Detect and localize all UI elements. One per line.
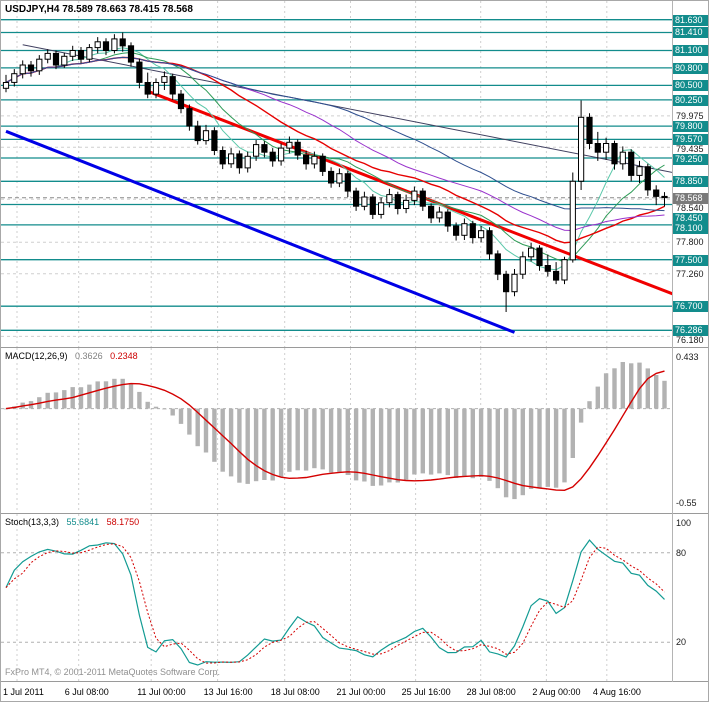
panel-resize-divider[interactable]: [1, 347, 708, 348]
time-axis-label: 11 Jul 00:00: [137, 687, 186, 697]
macd-indicator-canvas[interactable]: [1, 348, 672, 513]
time-axis-label: 13 Jul 16:00: [203, 687, 253, 697]
grid-lines: [1, 348, 672, 513]
time-axis-label: 1 Jul 2011: [3, 687, 44, 697]
price-level-label: 79.975: [676, 111, 704, 121]
current-price-label: 78.568: [673, 193, 708, 204]
macd-scale-top: 0.433: [676, 352, 699, 362]
price-level-label: 81.410: [673, 27, 708, 38]
stoch-indicator-canvas[interactable]: [1, 514, 672, 681]
ma-period-12: [5, 51, 665, 263]
grid-lines: [1, 514, 672, 681]
stoch-value-main: 55.6841: [66, 517, 100, 527]
macd-histogram: [3, 362, 667, 500]
price-level-label: 79.250: [673, 154, 708, 165]
price-level-label: 79.570: [673, 134, 708, 145]
upper-channel-trendline[interactable]: [22, 44, 672, 173]
moving-averages: [5, 47, 665, 271]
price-level-label: 78.450: [673, 213, 708, 224]
macd-signal-line: [5, 370, 665, 492]
stoch-indicator-label: Stoch(13,3,3) 55.6841 58.1750: [5, 517, 144, 527]
stoch-k-line: [5, 539, 665, 666]
stoch-value-signal: 58.1750: [106, 517, 140, 527]
price-chart-canvas[interactable]: [1, 1, 672, 347]
macd-value-signal: 0.2348: [110, 351, 138, 361]
price-level-label: 78.100: [673, 223, 708, 234]
ma-period-40: [5, 56, 665, 212]
time-axis-label: 2 Aug 00:00: [532, 687, 581, 697]
price-level-label: 76.286: [673, 325, 708, 336]
price-level-label: 81.630: [673, 15, 708, 26]
grid-lines: [1, 1, 672, 347]
macd-scale-bottom: -0.55: [676, 498, 697, 508]
time-axis: 1 Jul 2011 6 Jul 08:00 11 Jul 00:00 13 Jul …: [1, 687, 672, 701]
stoch-scale-20: 20: [676, 637, 687, 647]
price-levels: [1, 19, 672, 331]
price-level-label: 76.700: [673, 301, 708, 312]
stoch-name: Stoch(13,3,3): [5, 517, 60, 527]
stoch-scale-100: 100: [676, 518, 692, 528]
price-axis-separator: [672, 1, 673, 682]
macd-name: MACD(12,26,9): [5, 351, 68, 361]
price-level-label: 80.250: [673, 95, 708, 106]
panel-resize-divider[interactable]: [1, 513, 708, 514]
time-axis-divider: [1, 681, 708, 682]
resistance-trendline[interactable]: [147, 89, 672, 300]
price-level-label: 77.800: [676, 237, 704, 247]
chart-title: USDJPY,H4 78.589 78.663 78.415 78.568: [5, 4, 193, 15]
time-axis-label: 21 Jul 00:00: [336, 687, 386, 697]
price-level-label: 79.800: [673, 121, 708, 132]
time-axis-label: 18 Jul 08:00: [270, 687, 320, 697]
copyright-text: FxPro MT4, © 2001-2011 MetaQuotes Softwa…: [5, 667, 221, 677]
price-level-label: 77.500: [673, 255, 708, 266]
price-level-label: 81.100: [673, 45, 708, 56]
macd-indicator-label: MACD(12,26,9) 0.3626 0.2348: [5, 351, 143, 361]
price-level-label: 77.260: [676, 269, 704, 279]
price-level-label: 80.500: [673, 80, 708, 91]
price-level-label: 80.800: [673, 63, 708, 74]
channel-support-trendline[interactable]: [5, 129, 516, 334]
price-level-label: 78.850: [673, 176, 708, 187]
stoch-d-line: [5, 543, 665, 664]
time-axis-label: 25 Jul 16:00: [401, 687, 451, 697]
price-level-label: 76.180: [676, 335, 704, 345]
candlesticks: [2, 32, 668, 312]
macd-value-main: 0.3626: [75, 351, 103, 361]
price-level-label: 79.435: [676, 144, 704, 154]
time-axis-label: 28 Jul 08:00: [466, 687, 516, 697]
stoch-scale-80: 80: [676, 548, 687, 558]
price-level-label: 78.540: [676, 203, 704, 213]
time-axis-label: 6 Jul 08:00: [64, 687, 109, 697]
time-axis-label: 4 Aug 16:00: [592, 687, 641, 697]
